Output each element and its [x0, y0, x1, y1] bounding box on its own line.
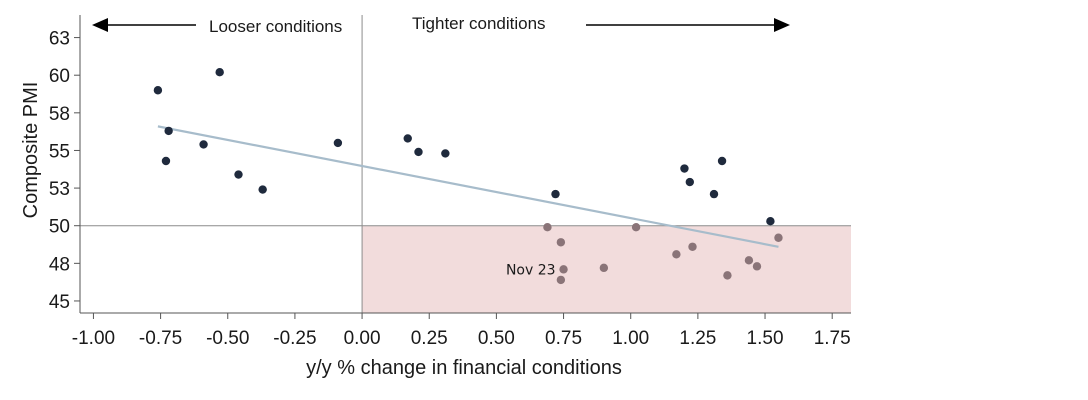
scatter-point [551, 189, 560, 199]
scatter-point [559, 265, 568, 274]
scatter-point [164, 126, 173, 136]
y-tick-label: 63 [49, 29, 70, 50]
scatter-point [709, 189, 719, 199]
trendline [157, 125, 779, 248]
y-tick-label: 45 [49, 292, 70, 313]
scatter-point [631, 223, 641, 232]
x-tick-label: 1.00 [612, 328, 649, 349]
x-tick-label: 0.00 [344, 328, 381, 349]
scatter-point [723, 271, 732, 280]
x-tick-label: 0.50 [478, 328, 515, 349]
scatter-point [752, 262, 762, 271]
scatter-point [333, 138, 343, 148]
scatter-point [199, 140, 208, 149]
x-tick-label: -0.75 [139, 328, 182, 349]
x-tick-label: -0.25 [273, 328, 316, 349]
scatter-point [672, 250, 681, 259]
y-tick-label: 53 [49, 179, 70, 200]
tighter-conditions-label: Tighter conditions [412, 14, 546, 33]
scatter-point [556, 238, 566, 247]
y-axis-title: Composite PMI [20, 82, 42, 219]
scatter-point [441, 149, 450, 158]
scatter-point [153, 86, 163, 95]
scatter-point [599, 263, 609, 273]
y-tick-label: 50 [49, 217, 70, 238]
scatter-point [414, 147, 423, 157]
scatter-point [543, 223, 552, 232]
scatter-point [685, 177, 695, 187]
y-tick-label: 48 [49, 254, 70, 275]
y-tick-label: 60 [49, 66, 70, 87]
x-tick-label: 0.75 [545, 328, 582, 349]
scatter-point [403, 134, 412, 143]
x-tick-label: -0.50 [206, 328, 249, 349]
scatter-point [688, 242, 697, 251]
scatter-point [774, 233, 783, 242]
scatter-point [258, 185, 267, 194]
scatter-point [161, 156, 171, 166]
y-tick-label: 55 [49, 141, 70, 162]
x-tick-label: 1.50 [747, 328, 784, 349]
scatter-point [680, 164, 689, 173]
x-axis-title: y/y % change in financial conditions [306, 357, 622, 379]
scatter-point [556, 275, 566, 285]
y-tick-label: 58 [49, 104, 70, 125]
scatter-point [766, 216, 775, 226]
looser-conditions-label: Looser conditions [209, 17, 342, 36]
scatter-point [215, 67, 224, 77]
x-tick-label: 1.75 [814, 328, 851, 349]
x-tick-label: -1.00 [72, 328, 115, 349]
x-tick-label: 1.25 [679, 328, 716, 349]
scatter-point [717, 156, 727, 166]
scatter-point [234, 170, 243, 179]
scatter-point [744, 256, 754, 265]
point-label: Nov 23 [506, 262, 556, 278]
looser-arrow [92, 18, 196, 32]
x-tick-label: 0.25 [411, 328, 448, 349]
tighter-arrow [586, 18, 790, 32]
